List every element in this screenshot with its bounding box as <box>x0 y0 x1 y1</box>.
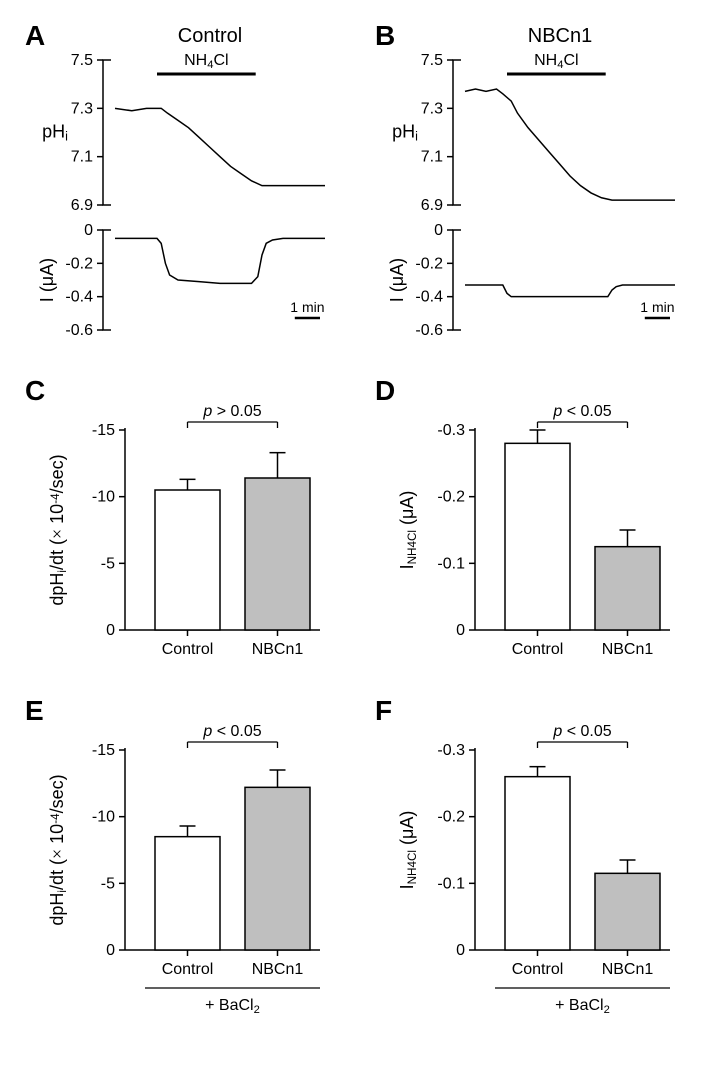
svg-text:NBCn1: NBCn1 <box>252 961 304 978</box>
svg-text:p < 0.05: p < 0.05 <box>202 723 261 740</box>
svg-text:Control: Control <box>162 961 214 978</box>
row-cd: C 0 -5 -10 -15 dpHi/dt (× 10-4/sec) Control NBC… <box>20 375 690 685</box>
svg-text:pHi: pHi <box>392 122 418 144</box>
svg-text:-5: -5 <box>101 875 115 892</box>
svg-text:-0.4: -0.4 <box>65 289 93 306</box>
svg-text:0: 0 <box>106 622 115 639</box>
svg-text:p > 0.05: p > 0.05 <box>202 403 261 420</box>
svg-text:1 min: 1 min <box>290 299 324 315</box>
panel-b: B NBCn1 6.9 7.1 7.3 7.5 pHi NH4Cl -0.6 -0.4 -0.2 0 I… <box>370 20 690 365</box>
row-ab: A Control 6.9 7.1 7.3 7.5 pHi NH4Cl -0.6 -0.4 -0.2… <box>20 20 690 365</box>
svg-text:INH4Cl (μA): INH4Cl (μA) <box>397 491 419 570</box>
row-ef: E 0 -5 -10 -15 dpHi/dt (× 10-4/sec) Control NBC… <box>20 695 690 1035</box>
svg-text:-0.3: -0.3 <box>437 422 465 439</box>
svg-text:NBCn1: NBCn1 <box>528 25 592 47</box>
svg-text:NBCn1: NBCn1 <box>602 641 654 658</box>
panel-e-svg: E 0 -5 -10 -15 dpHi/dt (× 10-4/sec) Control NBC… <box>20 695 340 1030</box>
svg-text:6.9: 6.9 <box>71 197 93 214</box>
svg-text:-15: -15 <box>92 422 115 439</box>
svg-text:C: C <box>25 375 45 406</box>
svg-text:p < 0.05: p < 0.05 <box>552 403 611 420</box>
panel-f-svg: F 0 -0.1 -0.2 -0.3 INH4Cl (μA) Control NBCn1 p <… <box>370 695 690 1030</box>
svg-text:D: D <box>375 375 395 406</box>
svg-text:Control: Control <box>178 25 242 47</box>
svg-text:0: 0 <box>456 942 465 959</box>
svg-text:-0.4: -0.4 <box>415 289 443 306</box>
svg-text:-0.1: -0.1 <box>437 555 465 572</box>
svg-text:dpHi/dt (× 10-4/sec): dpHi/dt (× 10-4/sec) <box>47 454 69 605</box>
svg-text:NBCn1: NBCn1 <box>252 641 304 658</box>
svg-text:-0.2: -0.2 <box>437 489 465 506</box>
svg-text:NH4Cl: NH4Cl <box>534 52 578 71</box>
svg-text:Control: Control <box>512 641 564 658</box>
svg-text:Control: Control <box>162 641 214 658</box>
panel-f: F 0 -0.1 -0.2 -0.3 INH4Cl (μA) Control NBCn1 p <… <box>370 695 690 1035</box>
svg-text:6.9: 6.9 <box>421 197 443 214</box>
panel-c-svg: C 0 -5 -10 -15 dpHi/dt (× 10-4/sec) Control NBC… <box>20 375 340 680</box>
svg-text:I (μA): I (μA) <box>37 258 57 302</box>
svg-text:dpHi/dt (× 10-4/sec): dpHi/dt (× 10-4/sec) <box>47 774 69 925</box>
svg-text:-0.1: -0.1 <box>437 875 465 892</box>
svg-text:B: B <box>375 20 395 51</box>
panel-e: E 0 -5 -10 -15 dpHi/dt (× 10-4/sec) Control NBC… <box>20 695 340 1035</box>
svg-text:A: A <box>25 20 45 51</box>
panel-d-svg: D 0 -0.1 -0.2 -0.3 INH4Cl (μA) Control NBCn1 p <… <box>370 375 690 680</box>
svg-text:7.5: 7.5 <box>421 52 443 69</box>
svg-text:7.1: 7.1 <box>71 149 93 166</box>
figure: A Control 6.9 7.1 7.3 7.5 pHi NH4Cl -0.6 -0.4 -0.2… <box>20 20 690 1035</box>
svg-text:-0.6: -0.6 <box>65 322 93 339</box>
svg-text:F: F <box>375 695 392 726</box>
svg-text:p < 0.05: p < 0.05 <box>552 723 611 740</box>
svg-text:1 min: 1 min <box>640 299 674 315</box>
panel-c: C 0 -5 -10 -15 dpHi/dt (× 10-4/sec) Control NBC… <box>20 375 340 685</box>
svg-text:0: 0 <box>106 942 115 959</box>
svg-text:I (μA): I (μA) <box>387 258 407 302</box>
svg-text:-0.6: -0.6 <box>415 322 443 339</box>
svg-text:-0.2: -0.2 <box>415 255 443 272</box>
svg-text:0: 0 <box>84 222 93 239</box>
panel-a: A Control 6.9 7.1 7.3 7.5 pHi NH4Cl -0.6 -0.4 -0.2… <box>20 20 340 365</box>
svg-text:NH4Cl: NH4Cl <box>184 52 228 71</box>
svg-text:-5: -5 <box>101 555 115 572</box>
svg-text:+ BaCl2: + BaCl2 <box>205 997 260 1016</box>
panel-d: D 0 -0.1 -0.2 -0.3 INH4Cl (μA) Control NBCn1 p <… <box>370 375 690 685</box>
svg-text:7.3: 7.3 <box>421 100 443 117</box>
svg-text:-10: -10 <box>92 489 115 506</box>
svg-text:-15: -15 <box>92 742 115 759</box>
svg-text:-10: -10 <box>92 809 115 826</box>
svg-text:-0.3: -0.3 <box>437 742 465 759</box>
svg-text:7.5: 7.5 <box>71 52 93 69</box>
svg-text:Control: Control <box>512 961 564 978</box>
svg-text:E: E <box>25 695 44 726</box>
svg-text:pHi: pHi <box>42 122 68 144</box>
panel-b-svg: B NBCn1 6.9 7.1 7.3 7.5 pHi NH4Cl -0.6 -0.4 -0.2 0 I… <box>370 20 690 360</box>
panel-a-svg: A Control 6.9 7.1 7.3 7.5 pHi NH4Cl -0.6 -0.4 -0.2… <box>20 20 340 360</box>
svg-text:+ BaCl2: + BaCl2 <box>555 997 610 1016</box>
svg-text:7.3: 7.3 <box>71 100 93 117</box>
svg-text:7.1: 7.1 <box>421 149 443 166</box>
svg-text:INH4Cl (μA): INH4Cl (μA) <box>397 811 419 890</box>
svg-text:NBCn1: NBCn1 <box>602 961 654 978</box>
svg-text:-0.2: -0.2 <box>65 255 93 272</box>
svg-text:0: 0 <box>434 222 443 239</box>
svg-text:0: 0 <box>456 622 465 639</box>
svg-text:-0.2: -0.2 <box>437 809 465 826</box>
